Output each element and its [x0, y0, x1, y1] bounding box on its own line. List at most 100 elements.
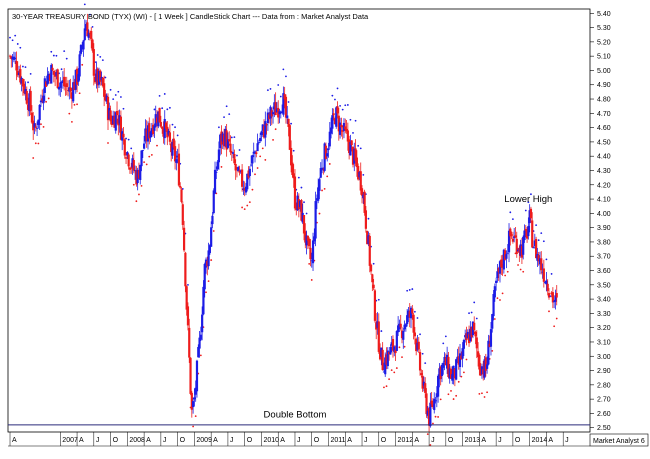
candle-body: [346, 130, 349, 142]
brand-box: [589, 433, 649, 447]
candle-body: [498, 261, 502, 274]
candle-body: [532, 247, 535, 249]
candle-body: [501, 264, 504, 268]
candle-body: [533, 240, 536, 247]
candle-body: [409, 307, 413, 319]
psar-dot: [32, 157, 35, 159]
psar-dot: [372, 262, 375, 265]
psar-dot: [517, 264, 519, 266]
candle-body: [461, 348, 464, 359]
candle-body: [315, 198, 318, 201]
candle-body: [237, 167, 240, 172]
x-tick-label: J: [96, 437, 100, 444]
candle-body: [231, 152, 235, 154]
candle-body: [256, 143, 259, 152]
psar-dot: [506, 270, 509, 273]
candle-body: [292, 173, 295, 179]
candle-body: [28, 93, 31, 112]
psar-dot: [542, 240, 545, 243]
psar-dot: [9, 36, 11, 39]
x-tick-label: O: [448, 437, 454, 444]
psar-dot: [174, 126, 176, 129]
candle-body: [541, 271, 544, 273]
candle-body: [239, 170, 242, 172]
x-tick-label: A: [548, 437, 553, 444]
candle-body: [488, 343, 491, 347]
psar-dot: [192, 425, 195, 428]
psar-dot: [411, 288, 414, 290]
psar-dot: [282, 68, 285, 71]
candle-body: [87, 32, 90, 38]
candle-body: [233, 154, 236, 164]
candle-body: [502, 249, 505, 270]
candle-body: [48, 74, 52, 81]
psar-dot: [483, 396, 486, 398]
candle-body: [524, 228, 527, 231]
psar-dot: [499, 299, 501, 301]
y-tick-label: 2.70: [597, 397, 611, 404]
candle-body: [248, 168, 251, 177]
candle-body: [124, 157, 128, 159]
candle-body: [115, 111, 119, 116]
candle-body: [373, 290, 377, 321]
candle-body: [323, 143, 326, 171]
candle-body: [260, 131, 263, 135]
candle-body: [439, 366, 442, 380]
psar-dot: [218, 126, 220, 129]
psar-dot: [326, 175, 329, 178]
candle-body: [329, 127, 333, 134]
candle-body: [322, 168, 325, 170]
psar-dot: [187, 283, 189, 286]
candle-body: [259, 138, 262, 142]
candle-body: [43, 78, 46, 93]
psar-dot: [398, 346, 401, 349]
candle-body: [51, 67, 54, 71]
candle-body: [155, 117, 159, 123]
psar-dot: [444, 335, 447, 338]
psar-dot: [292, 149, 295, 152]
candle-body: [119, 116, 123, 140]
psar-dot: [279, 95, 282, 98]
psar-dot: [199, 354, 202, 357]
candle-body: [186, 306, 190, 326]
y-tick-label: 3.20: [597, 325, 611, 332]
candle-body: [269, 106, 272, 119]
candle-body: [456, 356, 459, 360]
candle-body: [255, 152, 258, 155]
psar-dot: [339, 104, 342, 107]
candle-body: [207, 250, 210, 267]
candle-body: [10, 56, 13, 59]
candle-body: [241, 169, 244, 187]
psar-dot: [318, 212, 321, 215]
psar-dot: [545, 258, 548, 261]
x-tick-label: 2009: [196, 437, 212, 444]
y-tick-label: 5.10: [597, 54, 611, 61]
candle-body: [79, 45, 83, 54]
candle-body: [360, 188, 364, 196]
candle-body: [489, 329, 493, 347]
candle-body: [199, 334, 202, 340]
candle-body: [198, 337, 201, 349]
candle-body: [324, 145, 328, 159]
candle-body: [522, 236, 525, 255]
plot-area: [7, 8, 591, 433]
candle-body: [427, 408, 431, 426]
candle-body: [527, 225, 530, 237]
annotation-lower-high: Lower High: [504, 194, 552, 205]
candle-body: [388, 352, 391, 355]
candle-body: [82, 40, 85, 50]
y-tick-label: 3.50: [597, 282, 611, 289]
psar-dot: [269, 88, 272, 90]
candle-body: [56, 69, 59, 89]
candle-body: [265, 124, 268, 126]
candle-body: [480, 366, 484, 375]
candle-body: [153, 125, 156, 131]
candle-body: [68, 87, 71, 92]
candle-body: [170, 143, 173, 153]
psar-dot: [509, 211, 512, 214]
candle-body: [106, 96, 110, 121]
candle-body: [104, 94, 107, 101]
psar-dot: [475, 317, 478, 320]
candle-body: [215, 172, 218, 173]
psar-dot: [161, 107, 164, 110]
